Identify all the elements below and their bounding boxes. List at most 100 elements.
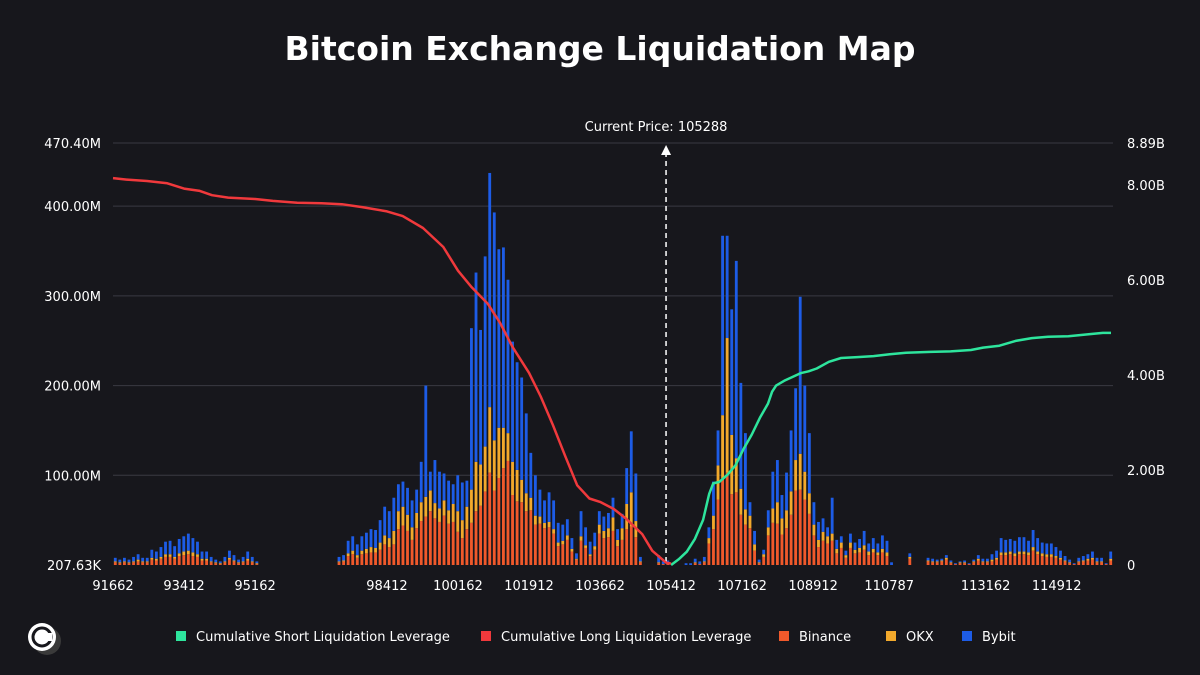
bar-okx — [447, 510, 451, 524]
bar-binance — [849, 547, 852, 565]
bar-bybit — [944, 555, 948, 558]
bar-bybit — [241, 556, 245, 562]
bar-okx — [474, 461, 478, 512]
bar-binance — [159, 558, 163, 565]
bar-binance — [634, 537, 638, 565]
bar-okx — [999, 552, 1003, 556]
bar-bybit — [369, 529, 373, 548]
bar-binance — [196, 556, 199, 565]
bar-bybit — [1095, 557, 1099, 562]
bar-okx — [1068, 562, 1072, 564]
bar-binance — [798, 489, 802, 565]
bar-binance — [205, 560, 209, 565]
bar-binance — [497, 477, 501, 565]
bar-binance — [113, 562, 117, 565]
bar-bybit — [255, 561, 259, 564]
bar-bybit — [492, 212, 496, 441]
bar-okx — [876, 552, 880, 556]
bar-binance — [976, 560, 980, 565]
bar-okx — [374, 547, 377, 553]
bar-okx — [351, 550, 355, 555]
bar-bybit — [164, 541, 167, 555]
bar-binance — [237, 563, 240, 565]
bar-bybit — [168, 540, 172, 555]
bar-binance — [995, 559, 998, 565]
bar-okx — [255, 563, 259, 565]
bar-bybit — [474, 272, 478, 462]
bar-okx — [150, 557, 154, 560]
bar-binance — [949, 563, 953, 565]
bar-okx — [958, 562, 962, 564]
bar-binance — [999, 555, 1003, 565]
bar-bybit — [849, 533, 852, 543]
bar-okx — [433, 503, 437, 519]
bar-bybit — [419, 461, 423, 503]
bar-okx — [533, 515, 537, 525]
bar-binance — [940, 561, 944, 565]
bar-okx — [588, 554, 592, 557]
bar-binance — [1036, 554, 1040, 565]
bar-okx — [753, 544, 756, 551]
bar-okx — [438, 508, 441, 522]
bar-okx — [460, 520, 464, 539]
bar-binance — [1045, 556, 1049, 565]
bar-okx — [1027, 552, 1030, 556]
bar-binance — [990, 561, 994, 565]
bar-bybit — [113, 557, 117, 562]
right-tick-label: 2.00B — [1127, 464, 1165, 479]
bar-binance — [1068, 563, 1072, 565]
bar-binance — [638, 562, 642, 565]
bar-bybit — [689, 563, 693, 565]
bar-binance — [387, 547, 391, 565]
bar-okx — [465, 506, 469, 530]
bar-binance — [223, 562, 227, 565]
bar-binance — [867, 555, 871, 565]
bar-bybit — [228, 550, 231, 558]
bar-okx — [355, 555, 359, 558]
bar-binance — [1063, 561, 1067, 565]
bar-okx — [401, 506, 405, 526]
legend: Cumulative Short Liquidation Leverage Cum… — [176, 630, 1016, 645]
x-tick-label: 95162 — [234, 579, 275, 594]
bar-okx — [762, 554, 766, 557]
bar-bybit — [223, 556, 227, 562]
bar-bybit — [744, 433, 747, 510]
bar-binance — [629, 526, 633, 565]
bar-bybit — [935, 559, 939, 562]
bar-okx — [976, 558, 980, 561]
legend-label: Bybit — [982, 630, 1016, 645]
x-tick-label: 103662 — [575, 579, 625, 594]
bar-okx — [693, 562, 697, 564]
bar-bybit — [698, 561, 702, 565]
bar-bybit — [981, 558, 985, 562]
bar-bybit — [725, 235, 729, 339]
bar-binance — [620, 539, 624, 565]
bar-binance — [734, 492, 738, 565]
bar-bybit — [447, 480, 451, 511]
bar-bybit — [1027, 540, 1030, 553]
bar-okx — [200, 558, 204, 561]
bar-binance — [337, 562, 341, 565]
bar-binance — [926, 561, 930, 565]
long-cumulative-line — [112, 176, 672, 565]
bar-binance — [725, 472, 729, 565]
bar-binance — [214, 563, 218, 565]
bar-okx — [611, 517, 615, 531]
bar-okx — [164, 554, 167, 557]
bar-okx — [570, 548, 574, 552]
bar-binance — [515, 501, 519, 565]
bar-binance — [1022, 554, 1026, 565]
bar-okx — [812, 524, 816, 536]
bar-binance — [438, 521, 441, 565]
bar-bybit — [972, 559, 976, 562]
bar-okx — [136, 559, 140, 562]
bar-okx — [205, 558, 209, 561]
bar-binance — [474, 511, 478, 565]
bar-binance — [132, 562, 135, 565]
bar-bybit — [794, 388, 798, 461]
bar-bybit — [739, 382, 743, 489]
bar-bybit — [186, 533, 190, 551]
bar-okx — [369, 547, 373, 553]
bar-bybit — [565, 519, 569, 536]
bar-okx — [565, 535, 569, 540]
